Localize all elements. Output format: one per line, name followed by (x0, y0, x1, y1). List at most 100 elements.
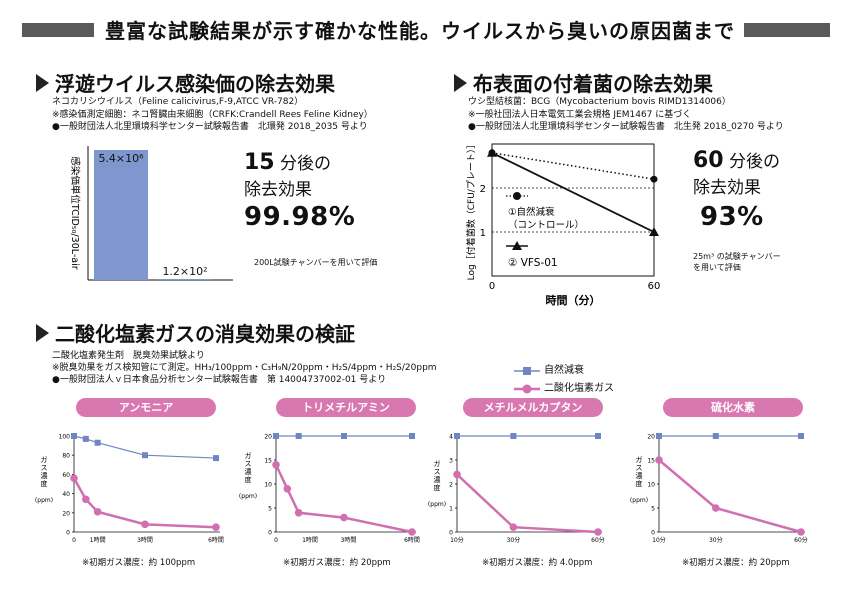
odor-title-text: 二酸化塩素ガスの消臭効果の検証 (55, 322, 355, 346)
virus-section-title: 浮遊ウイルス感染価の除去効果 (36, 68, 335, 97)
y-tick-label: 1 (480, 228, 486, 239)
y-tick-label: 1 (449, 506, 453, 513)
y-tick-label: 20 (647, 434, 655, 441)
series-line-2 (491, 151, 655, 233)
point-chlorine (594, 528, 602, 536)
point-natural (510, 433, 517, 439)
y-axis-label-char: 度 (636, 479, 643, 488)
y-axis-label-char: 度 (434, 483, 441, 492)
point-natural (273, 433, 279, 439)
point-natural (341, 433, 347, 439)
odor-section-title: 二酸化塩素ガスの消臭効果の検証 (36, 318, 355, 347)
point-natural (595, 433, 601, 439)
virus-result-percent: 99.98% (244, 202, 356, 232)
point-chlorine (453, 470, 461, 479)
y-axis-label-char: ガ (636, 455, 643, 464)
series-line-1 (491, 152, 655, 180)
y-tick-label: 20 (62, 510, 70, 517)
bacteria-note: 25m³ の試験チャンバー を用いて評価 (693, 251, 781, 273)
y-axis-label-char: 度 (245, 475, 252, 484)
y-axis-label-char: ガ (41, 455, 48, 464)
series-point-2 (487, 147, 497, 157)
chart-methyl-mercaptan: 0 1 2 3 4 10分 30分 60分 ガス濃度 (ppm) (428, 433, 605, 544)
virus-line-1: ネコカリシウイルス（Feline calicivirus,F-9,ATCC VR… (52, 97, 304, 107)
triangle-bullet-icon (454, 74, 467, 92)
point-natural (213, 455, 219, 462)
odor-line-2: ※脱臭効果をガス検知管にて測定。HH₃/100ppm・C₃H₉N/20ppm・H… (52, 363, 437, 373)
point-chlorine (70, 474, 78, 483)
y-axis-label-char: 度 (41, 479, 48, 488)
pill-hydrogen-sulfide: 硫化水素 (663, 398, 803, 417)
y-tick-label: 2 (449, 482, 453, 489)
x-tick-label: 0 (489, 281, 495, 292)
odor-subtext: 二酸化塩素発生剤 脱臭効果試験より ※脱臭効果をガス検知管にて測定。HH₃/10… (52, 350, 437, 386)
y-axis-unit: (ppm) (428, 501, 446, 508)
x-tick-label: 30分 (709, 536, 723, 544)
point-chlorine (82, 495, 90, 504)
series-point-1 (650, 175, 658, 183)
virus-result-minutes: 15 (244, 150, 275, 175)
legend-square-marker-icon (514, 367, 540, 375)
note-trimethylamine: ※初期ガス濃度：約 20ppm (283, 558, 391, 568)
point-chlorine (283, 485, 292, 493)
bar-before (94, 150, 148, 280)
y-axis-label-char: 濃 (636, 471, 643, 480)
y-tick-label: 100 (59, 434, 71, 441)
virus-subtext: ネコカリシウイルス（Feline calicivirus,F-9,ATCC VR… (52, 96, 373, 134)
chart-ammonia: 0 20 40 60 80 100 0 1時間 3時間 6時間 ガス濃度 (ppm) (35, 433, 224, 544)
legend-item-chlorine: 二酸化塩素ガス (514, 380, 614, 398)
legend-circle-marker-icon (513, 192, 521, 200)
triangle-bullet-icon (36, 74, 49, 92)
y-tick-label: 3 (449, 458, 453, 465)
bacteria-note-line-2: を用いて評価 (693, 263, 741, 272)
y-axis-unit: (ppm) (35, 497, 53, 504)
x-tick-label: 60分 (794, 536, 808, 544)
virus-result-minutes-text: 分後の (280, 154, 332, 174)
odor-legend: 自然減衰 二酸化塩素ガス (514, 362, 614, 398)
x-tick-label: 0 (274, 537, 278, 544)
virus-bar-chart: 感染価単位TCID₅₀/30L-air 5.4×10⁶ 1.2×10² (69, 146, 233, 281)
legend-label-1b: （コントロール） (508, 219, 584, 231)
point-natural (712, 433, 719, 439)
y-tick-label: 80 (62, 453, 70, 460)
bacteria-result-percent: 93% (700, 202, 764, 232)
series-point-2 (649, 227, 659, 236)
y-axis-label-char: 濃 (434, 475, 441, 484)
point-chlorine (408, 528, 416, 536)
legend-label-natural: 自然減衰 (544, 365, 584, 376)
point-chlorine (93, 508, 102, 516)
x-tick-label: 6時間 (404, 536, 420, 544)
point-chlorine (655, 456, 663, 464)
plot-frame (491, 143, 655, 277)
x-tick-label: 1時間 (302, 536, 318, 544)
bacteria-result-effect: 除去効果 (693, 178, 761, 198)
y-tick-label: 0 (449, 530, 453, 537)
banner-bar-left (22, 23, 94, 37)
odor-line-3: ●一般財団法人ｖ日本食品分析センター試験報告書 第 14004737002-01… (52, 375, 387, 385)
x-tick-label: 3時間 (137, 536, 153, 544)
bar-after (158, 279, 212, 280)
y-tick-label: 2 (480, 184, 486, 195)
legend-label-2: ② VFS-01 (508, 257, 558, 269)
y-axis-label-char: ス (41, 464, 48, 472)
point-natural (142, 452, 148, 459)
header-banner: 豊富な試験結果が示す確かな性能。ウイルスから臭いの原因菌まで (10, 9, 840, 49)
note-methyl-mercaptan: ※初期ガス濃度：約 4.0ppm (482, 558, 593, 568)
y-tick-label: 60 (62, 472, 70, 479)
y-tick-label: 40 (62, 491, 70, 498)
bacteria-line-chart: 1 2 0 60 時間（分） Log［付着菌数（CFU/プレート）］ ①自然減衰（コントロー… (465, 140, 660, 307)
bar-label-after: 1.2×10² (162, 265, 207, 278)
point-chlorine (272, 461, 280, 469)
virus-line-2: ※感染価測定細胞：ネコ腎臓由来細胞（CRFK:Crandell Rees Fel… (52, 109, 373, 120)
banner-bar-right (744, 23, 830, 37)
x-tick-label: 30分 (507, 536, 521, 544)
note-hydrogen-sulfide: ※初期ガス濃度：約 20ppm (682, 558, 790, 568)
bacteria-subtext: ウシ型結核菌：BCG（Mycobacterium bovis RIMD13140… (468, 96, 784, 134)
y-tick-label: 0 (66, 530, 70, 537)
bacteria-line-1: ウシ型結核菌：BCG（Mycobacterium bovis RIMD13140… (468, 97, 731, 107)
bacteria-line-3: ●一般財団法人北里環境科学センター試験報告書 北生発 2018_0270 号より (468, 122, 784, 132)
y-tick-label: 10 (264, 482, 272, 489)
x-tick-label: 6時間 (208, 536, 224, 544)
x-tick-label: 1時間 (90, 536, 106, 544)
point-chlorine (212, 523, 220, 531)
